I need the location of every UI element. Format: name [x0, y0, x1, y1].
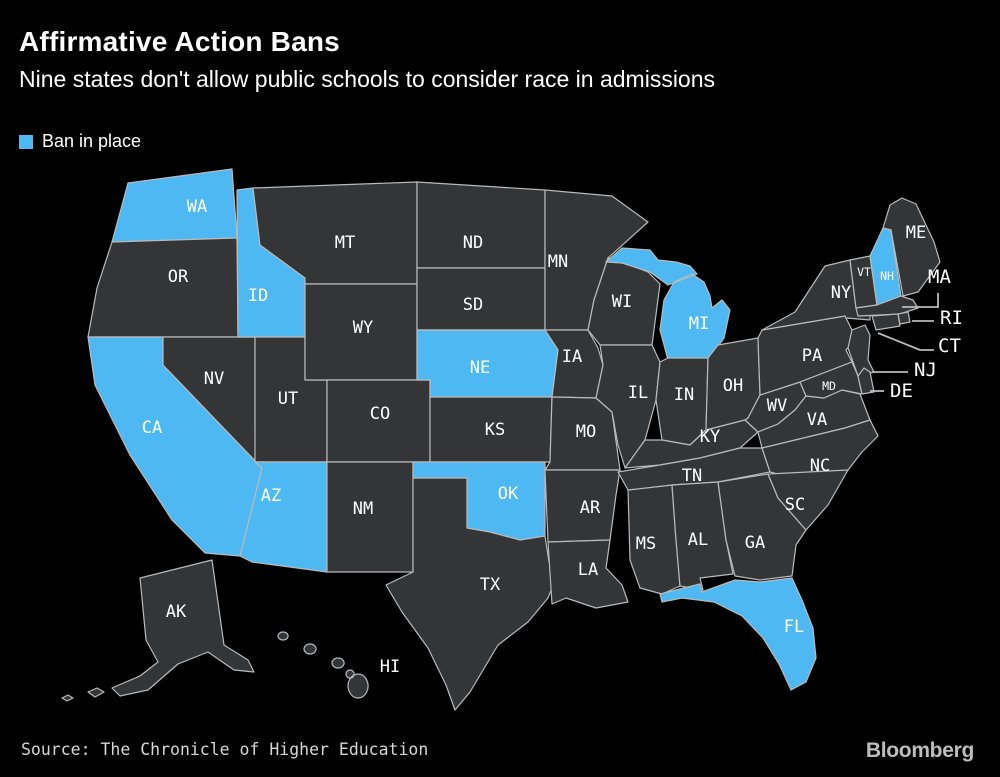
state-NH: [869, 227, 902, 306]
state-label-KY: KY: [700, 427, 720, 447]
state-label-NM: NM: [353, 499, 373, 519]
state-SC: [767, 469, 849, 531]
state-label-OH: OH: [723, 376, 743, 396]
state-label-CT: CT: [938, 335, 961, 357]
state-label-OR: OR: [168, 267, 189, 287]
state-label-WA: WA: [187, 197, 207, 217]
state-label-IN: IN: [674, 385, 694, 405]
state-NJ: [847, 324, 875, 377]
state-label-TX: TX: [480, 575, 501, 595]
state-MD: [799, 361, 863, 399]
state-label-AL: AL: [688, 530, 708, 550]
leader-lines-layer: [870, 293, 939, 392]
state-label-OK: OK: [498, 484, 519, 504]
state-label-SC: SC: [785, 495, 805, 515]
state-label-NV: NV: [204, 369, 224, 389]
state-label-ND: ND: [463, 233, 483, 253]
state-label-ME: ME: [906, 223, 926, 243]
state-label-VA: VA: [807, 410, 827, 430]
leader-line-MA: [902, 293, 939, 308]
state-label-AK: AK: [166, 602, 187, 622]
state-TX: [385, 477, 561, 711]
states-layer: [61, 168, 941, 711]
state-label-AZ: AZ: [261, 486, 281, 506]
state-label-WV: WV: [767, 396, 787, 416]
state-ME: [882, 197, 941, 297]
state-MA: [855, 295, 919, 317]
state-label-NY: NY: [831, 283, 851, 303]
bloomberg-logo: Bloomberg: [865, 739, 974, 762]
state-label-DE: DE: [890, 380, 913, 402]
state-label-NC: NC: [810, 456, 830, 476]
state-label-NH: NH: [880, 269, 894, 283]
state-label-PA: PA: [802, 346, 822, 366]
state-label-GA: GA: [745, 533, 765, 553]
state-AK: [61, 559, 255, 702]
state-labels-layer: WA OR CA NV ID UT AZ MT WY CO NM ND SD NE KS OK TX MN IA MO…: [142, 197, 963, 677]
state-label-MT: MT: [335, 233, 355, 253]
state-label-FL: FL: [784, 617, 804, 637]
state-AR: [544, 469, 621, 543]
state-label-NJ: NJ: [914, 359, 937, 381]
chart-subtitle: Nine states don't allow public schools t…: [19, 66, 716, 92]
leader-line-CT: [877, 332, 934, 351]
chart-title: Affirmative Action Bans: [19, 26, 340, 57]
state-label-IL: IL: [628, 383, 648, 403]
state-label-KS: KS: [485, 420, 505, 440]
state-label-RI: RI: [940, 307, 963, 329]
state-OR: [87, 237, 239, 338]
state-label-IA: IA: [562, 347, 582, 367]
state-HI: [277, 631, 369, 699]
state-label-ID: ID: [248, 286, 268, 306]
state-label-VT: VT: [857, 265, 871, 279]
legend: Ban in place: [19, 131, 141, 152]
state-FL: [659, 577, 817, 691]
state-label-NE: NE: [470, 358, 490, 378]
state-label-MA: MA: [928, 266, 951, 288]
state-label-MI: MI: [689, 314, 709, 334]
state-DE: [857, 367, 875, 395]
state-label-MO: MO: [576, 422, 596, 442]
state-label-LA: LA: [578, 560, 598, 580]
state-label-AR: AR: [580, 498, 601, 518]
state-label-WY: WY: [353, 318, 373, 338]
state-label-CA: CA: [142, 418, 162, 438]
legend-label: Ban in place: [42, 131, 142, 151]
state-label-WI: WI: [612, 292, 632, 312]
state-label-UT: UT: [278, 389, 298, 409]
source-text: Source: The Chronicle of Higher Educatio…: [21, 740, 429, 759]
legend-swatch-ban: [19, 134, 33, 149]
state-label-TN: TN: [682, 466, 702, 486]
state-label-SD: SD: [463, 295, 483, 315]
state-WA: [111, 168, 238, 243]
state-label-MD: MD: [822, 379, 836, 393]
state-LA: [547, 539, 629, 609]
state-label-MN: MN: [548, 252, 568, 272]
state-label-HI: HI: [380, 657, 400, 677]
state-label-MS: MS: [636, 534, 656, 554]
state-CT: [871, 313, 901, 331]
state-label-CO: CO: [370, 404, 390, 424]
state-ND: [416, 181, 546, 269]
